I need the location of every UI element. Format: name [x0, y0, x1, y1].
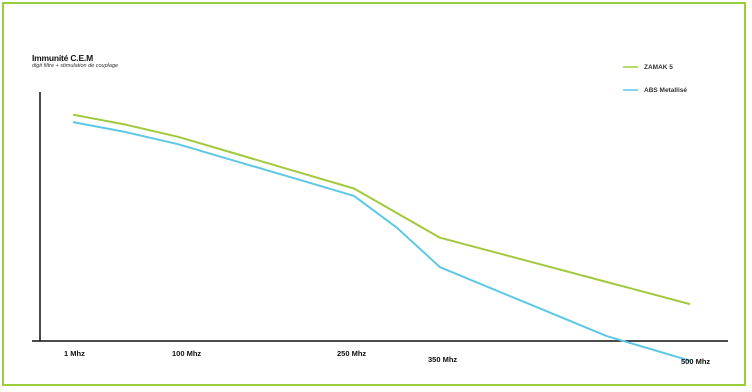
x-tick-label: 250 Mhz — [337, 349, 366, 358]
chart-frame — [2, 2, 746, 386]
legend-label: ZAMAK 5 — [644, 64, 673, 71]
series-line-1 — [72, 113, 691, 306]
series-line-2 — [72, 121, 691, 362]
chart-subtitle: digit filtre + stimulation de couplage — [32, 63, 119, 69]
x-tick-label: 500 Mhz — [681, 357, 710, 366]
x-tick-label: 100 Mhz — [172, 349, 201, 358]
x-tick-label: 350 Mhz — [428, 355, 457, 364]
chart-title: Immunité C.E.M — [32, 53, 93, 63]
x-tick-label: 1 Mhz — [64, 349, 85, 358]
legend-label: ABS Metallisé — [644, 87, 687, 94]
